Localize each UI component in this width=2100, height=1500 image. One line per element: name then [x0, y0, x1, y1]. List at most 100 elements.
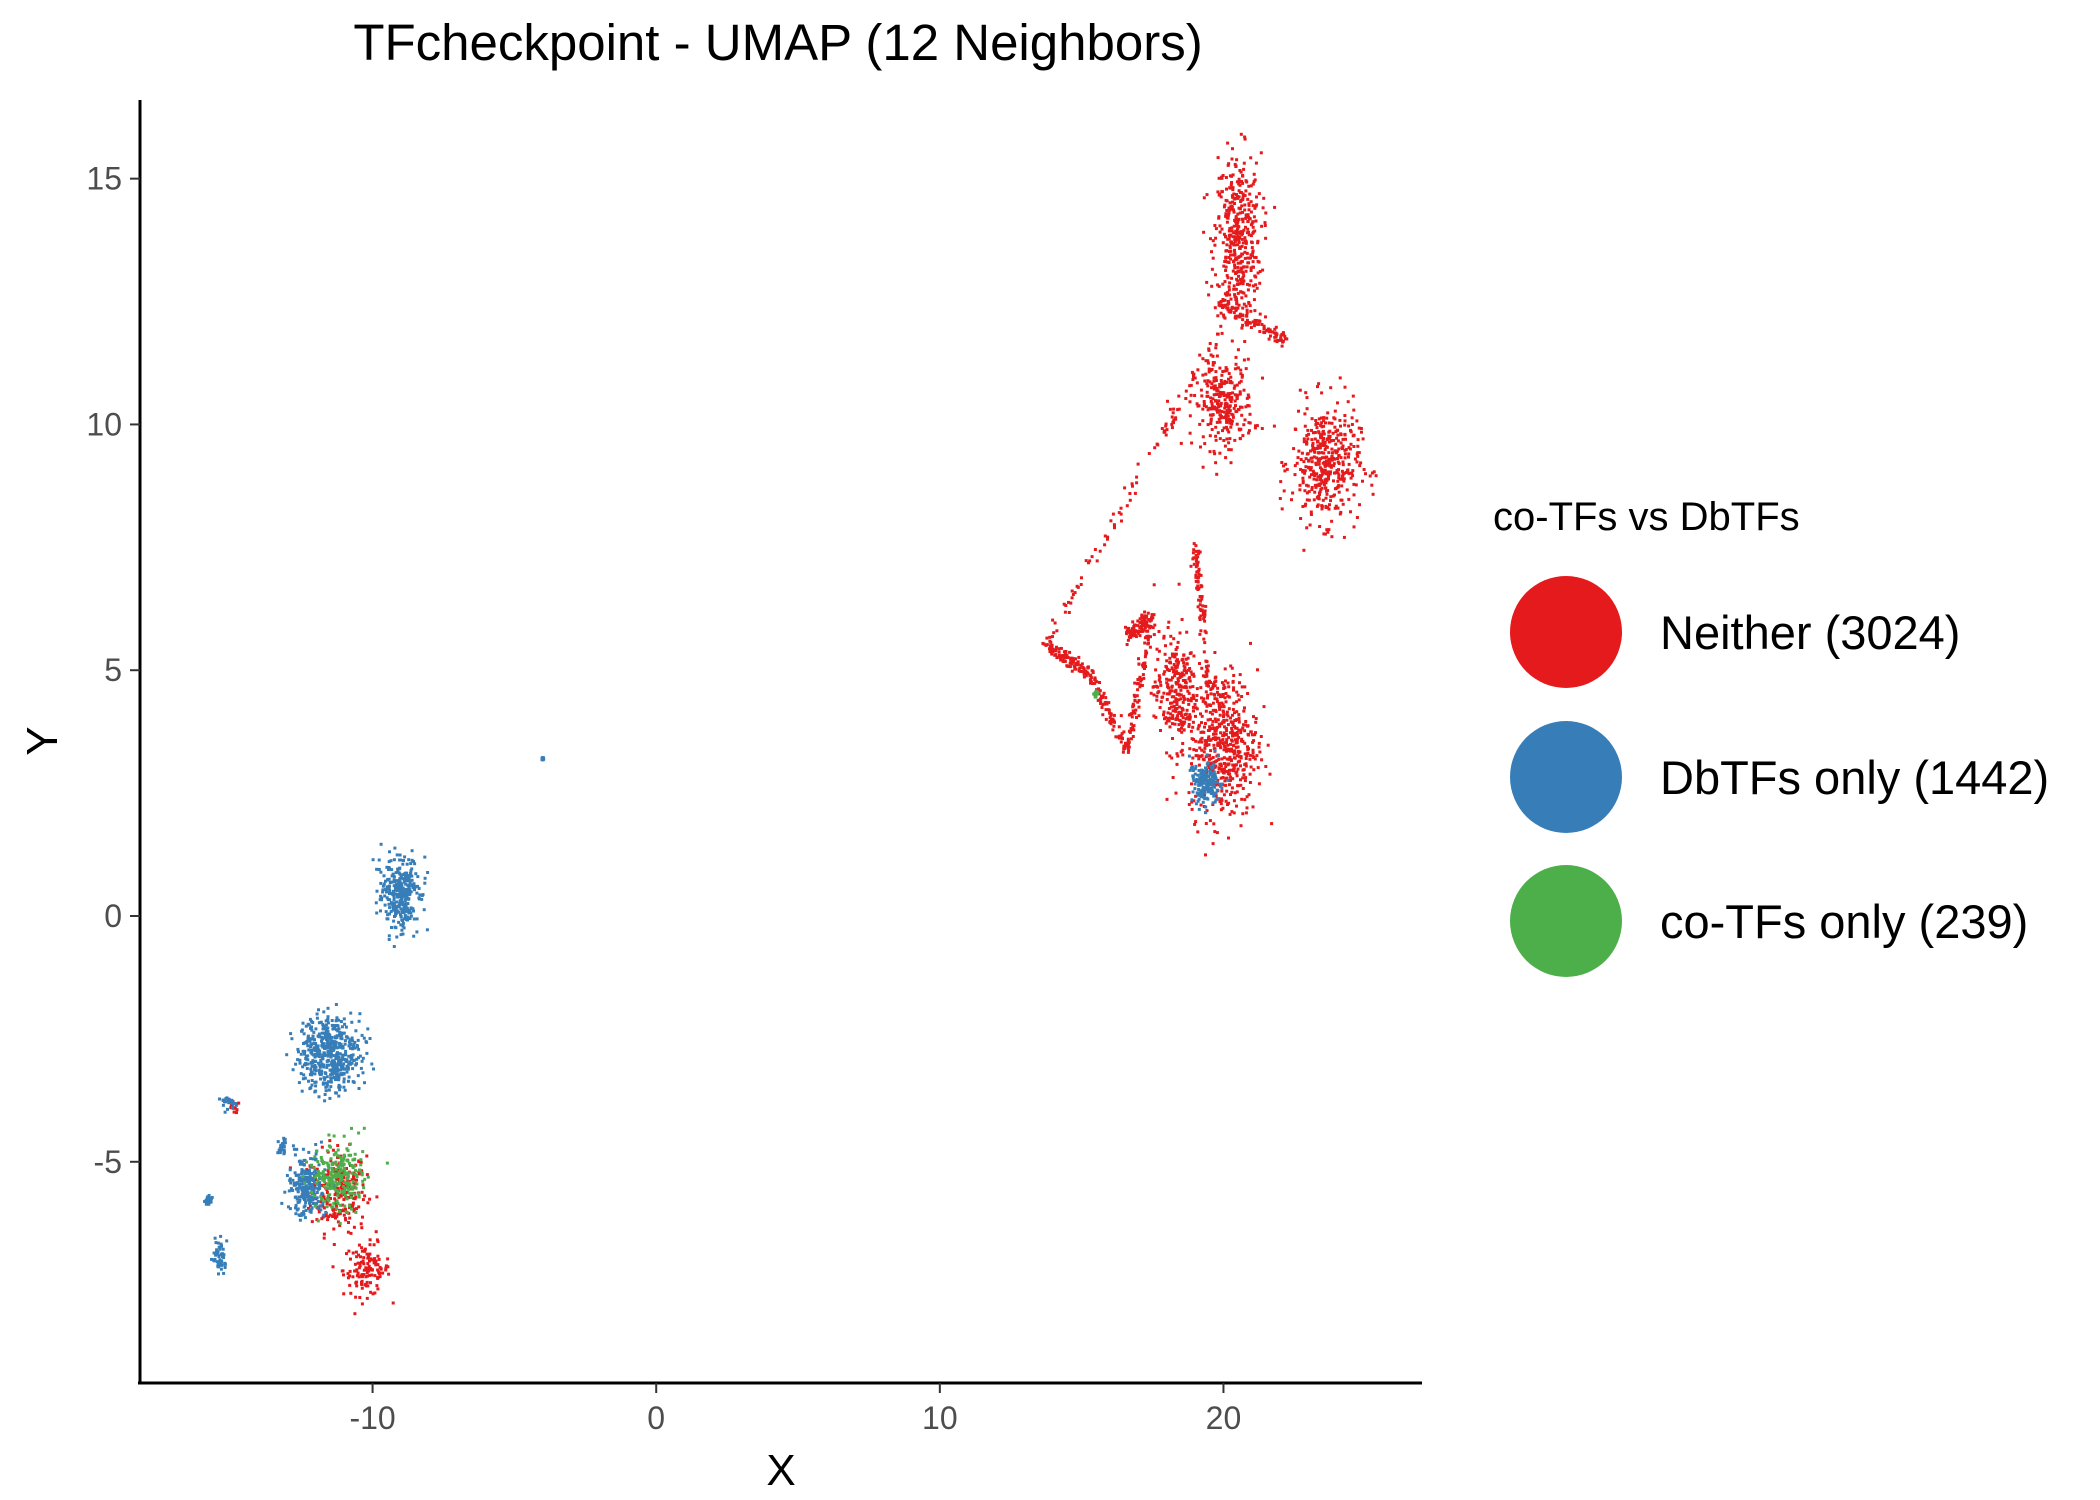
scatter-point-dbtfs-only [309, 1184, 313, 1188]
scatter-point-neither [1212, 822, 1216, 826]
scatter-point-cotfs-only [347, 1204, 351, 1208]
scatter-point-neither [1177, 660, 1180, 664]
legend-swatch-cotfs-only [1510, 865, 1622, 977]
scatter-point-neither [1315, 495, 1319, 499]
scatter-point-neither [1182, 698, 1186, 701]
scatter-point-neither [1203, 675, 1207, 679]
scatter-point-neither [1248, 753, 1252, 757]
scatter-point-neither [1333, 493, 1336, 497]
scatter-point-neither [1349, 428, 1352, 432]
scatter-point-neither [1222, 439, 1226, 442]
scatter-point-neither [1188, 679, 1192, 683]
scatter-point-neither [1233, 248, 1236, 252]
scatter-point-neither [1270, 822, 1274, 826]
scatter-point-neither [1194, 575, 1198, 579]
scatter-point-neither [1120, 732, 1124, 736]
scatter-point-dbtfs-only [405, 895, 409, 899]
scatter-point-dbtfs-only [317, 1068, 321, 1072]
scatter-point-neither [1179, 697, 1183, 701]
scatter-point-neither [364, 1267, 368, 1270]
scatter-point-neither [1203, 722, 1207, 725]
scatter-point-dbtfs-only [1212, 762, 1216, 766]
scatter-point-dbtfs-only [1202, 791, 1206, 795]
scatter-point-neither [1225, 380, 1229, 384]
scatter-point-dbtfs-only [217, 1260, 221, 1264]
scatter-point-dbtfs-only [313, 1169, 317, 1172]
scatter-point-dbtfs-only [350, 1020, 354, 1024]
scatter-point-neither [348, 1283, 352, 1287]
legend-label-neither: Neither (3024) [1660, 606, 1960, 659]
scatter-point-neither [1208, 819, 1212, 823]
scatter-point-neither [1306, 484, 1310, 488]
scatter-point-neither [1239, 170, 1243, 174]
scatter-point-neither [1203, 725, 1206, 729]
scatter-point-neither [1240, 237, 1244, 241]
scatter-point-dbtfs-only [400, 891, 404, 895]
scatter-point-neither [1197, 552, 1201, 556]
scatter-point-dbtfs-only [408, 880, 412, 884]
scatter-point-dbtfs-only [388, 898, 392, 902]
scatter-point-dbtfs-only [384, 910, 388, 914]
scatter-point-dbtfs-only [302, 1163, 306, 1167]
scatter-point-dbtfs-only [300, 1160, 304, 1164]
scatter-point-dbtfs-only [1211, 801, 1215, 805]
scatter-point-neither [1215, 354, 1219, 358]
scatter-point-neither [1220, 722, 1224, 726]
scatter-point-neither [1305, 396, 1309, 400]
scatter-point-neither [1235, 193, 1238, 196]
scatter-point-dbtfs-only [289, 1187, 293, 1191]
scatter-point-neither [1337, 473, 1341, 477]
scatter-point-neither [1185, 662, 1189, 666]
scatter-point-dbtfs-only [336, 1062, 340, 1066]
scatter-point-neither [1209, 417, 1213, 421]
scatter-point-neither [1057, 653, 1061, 657]
scatter-point-neither [1194, 565, 1198, 569]
scatter-point-neither [1318, 484, 1322, 488]
scatter-point-neither [1227, 261, 1231, 264]
scatter-point-neither [1217, 736, 1221, 740]
scatter-point-dbtfs-only [404, 882, 408, 886]
scatter-point-neither [1254, 322, 1258, 326]
scatter-point-dbtfs-only [310, 1206, 314, 1210]
scatter-point-neither [1285, 337, 1289, 341]
scatter-point-dbtfs-only [397, 871, 401, 875]
scatter-point-neither [1350, 416, 1354, 420]
scatter-point-neither [1192, 674, 1196, 678]
scatter-point-dbtfs-only [395, 900, 399, 904]
scatter-point-neither [1139, 679, 1143, 683]
scatter-point-neither [1218, 413, 1222, 417]
scatter-point-dbtfs-only [325, 1041, 329, 1045]
scatter-point-neither [1119, 512, 1123, 516]
scatter-point-neither [1128, 635, 1132, 639]
scatter-point-neither [1170, 685, 1174, 689]
scatter-point-neither [1198, 603, 1202, 607]
scatter-point-neither [1194, 794, 1198, 798]
scatter-point-neither [1321, 439, 1325, 443]
scatter-point-neither [1107, 701, 1111, 705]
scatter-point-cotfs-only [340, 1158, 343, 1162]
scatter-point-dbtfs-only [380, 896, 384, 900]
scatter-point-neither [1244, 225, 1247, 229]
scatter-point-neither [1341, 463, 1345, 467]
scatter-point-dbtfs-only [357, 1056, 360, 1060]
scatter-point-cotfs-only [342, 1162, 346, 1166]
scatter-point-neither [356, 1261, 360, 1265]
scatter-point-neither [1269, 334, 1272, 338]
scatter-point-neither [1129, 727, 1133, 731]
scatter-point-neither [1164, 422, 1168, 426]
scatter-point-dbtfs-only [368, 1037, 372, 1040]
scatter-point-neither [1218, 743, 1222, 747]
scatter-point-neither [1194, 544, 1198, 548]
scatter-point-neither [1231, 713, 1234, 717]
scatter-point-dbtfs-only [406, 890, 410, 894]
scatter-point-neither [1220, 304, 1224, 308]
scatter-point-dbtfs-only [423, 855, 427, 859]
scatter-point-neither [1341, 471, 1345, 475]
scatter-point-neither [1221, 776, 1225, 779]
scatter-point-neither [1219, 802, 1223, 806]
scatter-point-dbtfs-only [282, 1144, 286, 1148]
scatter-point-neither [1177, 723, 1181, 727]
scatter-point-neither [1041, 641, 1045, 645]
scatter-point-dbtfs-only [412, 909, 415, 913]
